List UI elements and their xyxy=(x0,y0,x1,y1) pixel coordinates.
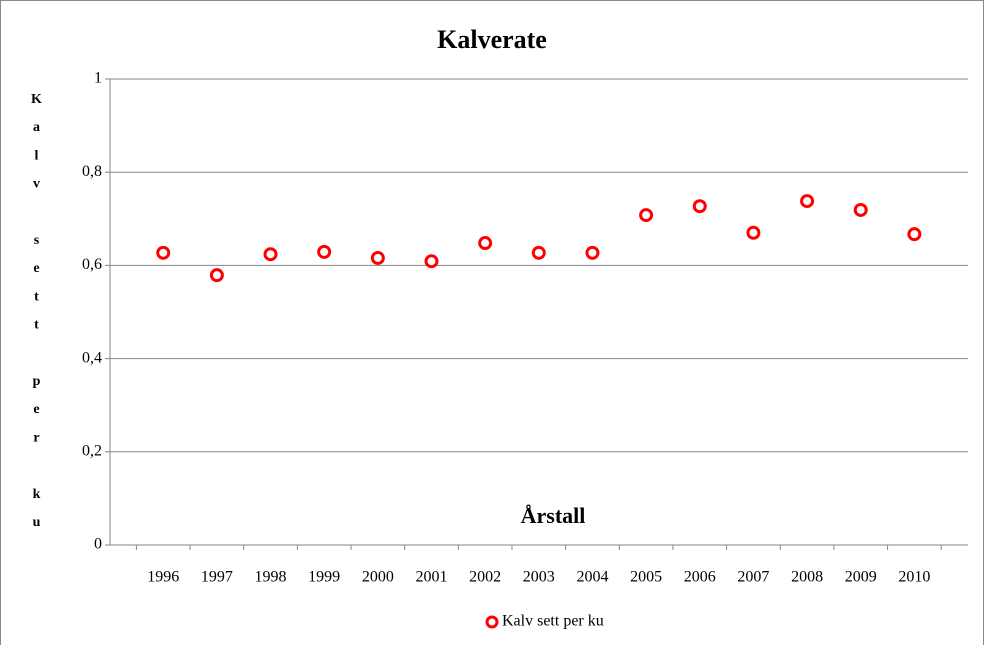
point xyxy=(478,236,493,251)
point xyxy=(907,227,922,242)
point xyxy=(692,199,707,214)
point xyxy=(800,194,815,209)
x-tick-label: 2009 xyxy=(845,569,877,586)
legend-label: Kalv sett per ku xyxy=(502,613,604,630)
x-axis-label: Årstall xyxy=(521,503,586,528)
x-tick-label: 2001 xyxy=(415,569,447,586)
point xyxy=(424,254,439,269)
point xyxy=(639,208,654,223)
y-axis-label: Kalv sett per ku xyxy=(29,92,44,544)
x-tick-label: 1999 xyxy=(308,569,340,586)
x-tick-label: 2004 xyxy=(576,569,608,586)
point xyxy=(370,250,385,265)
x-tick-label: 1996 xyxy=(147,569,179,586)
x-tick-label: 2000 xyxy=(362,569,394,586)
chart-title: Kalverate xyxy=(437,25,547,54)
y-tick-label: 0,8 xyxy=(82,163,102,180)
y-tick-label: 0 xyxy=(94,536,102,553)
x-tick-label: 2002 xyxy=(469,569,501,586)
point xyxy=(317,244,332,259)
point xyxy=(531,245,546,260)
y-tick-label: 1 xyxy=(94,70,102,87)
point xyxy=(746,225,761,240)
x-tick-label: 2007 xyxy=(737,569,769,586)
point xyxy=(853,202,868,217)
x-tick-label: 2005 xyxy=(630,569,662,586)
x-tick-label: 2003 xyxy=(523,569,555,586)
x-tick-label: 1998 xyxy=(255,569,287,586)
point xyxy=(209,268,224,283)
legend-marker xyxy=(485,615,499,629)
point xyxy=(585,245,600,260)
x-tick-label: 2010 xyxy=(898,569,930,586)
y-tick-label: 0,4 xyxy=(82,349,102,366)
point xyxy=(263,247,278,262)
x-tick-label: 2006 xyxy=(684,569,716,586)
y-tick-label: 0,2 xyxy=(82,442,102,459)
y-tick-label: 0,6 xyxy=(82,256,102,273)
x-tick-label: 1997 xyxy=(201,569,233,586)
point xyxy=(156,245,171,260)
x-tick-label: 2008 xyxy=(791,569,823,586)
